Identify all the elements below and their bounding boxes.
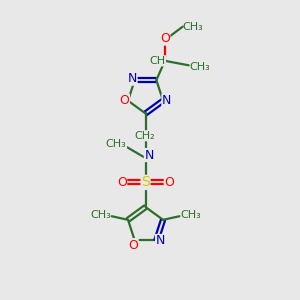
- Text: O: O: [164, 176, 174, 189]
- Text: N: N: [155, 235, 165, 248]
- Text: N: N: [128, 72, 137, 85]
- Text: CH₃: CH₃: [90, 210, 111, 220]
- Text: O: O: [119, 94, 129, 107]
- Text: O: O: [160, 32, 170, 45]
- Text: O: O: [117, 176, 127, 189]
- Text: S: S: [141, 176, 150, 189]
- Text: N: N: [162, 94, 171, 107]
- Text: CH: CH: [149, 56, 166, 66]
- Text: N: N: [144, 148, 154, 162]
- Text: CH₃: CH₃: [190, 62, 210, 72]
- Text: CH₃: CH₃: [106, 140, 127, 149]
- Text: CH₃: CH₃: [183, 22, 203, 32]
- Text: CH₃: CH₃: [180, 210, 201, 220]
- Text: O: O: [128, 239, 138, 252]
- Text: CH₂: CH₂: [135, 131, 155, 141]
